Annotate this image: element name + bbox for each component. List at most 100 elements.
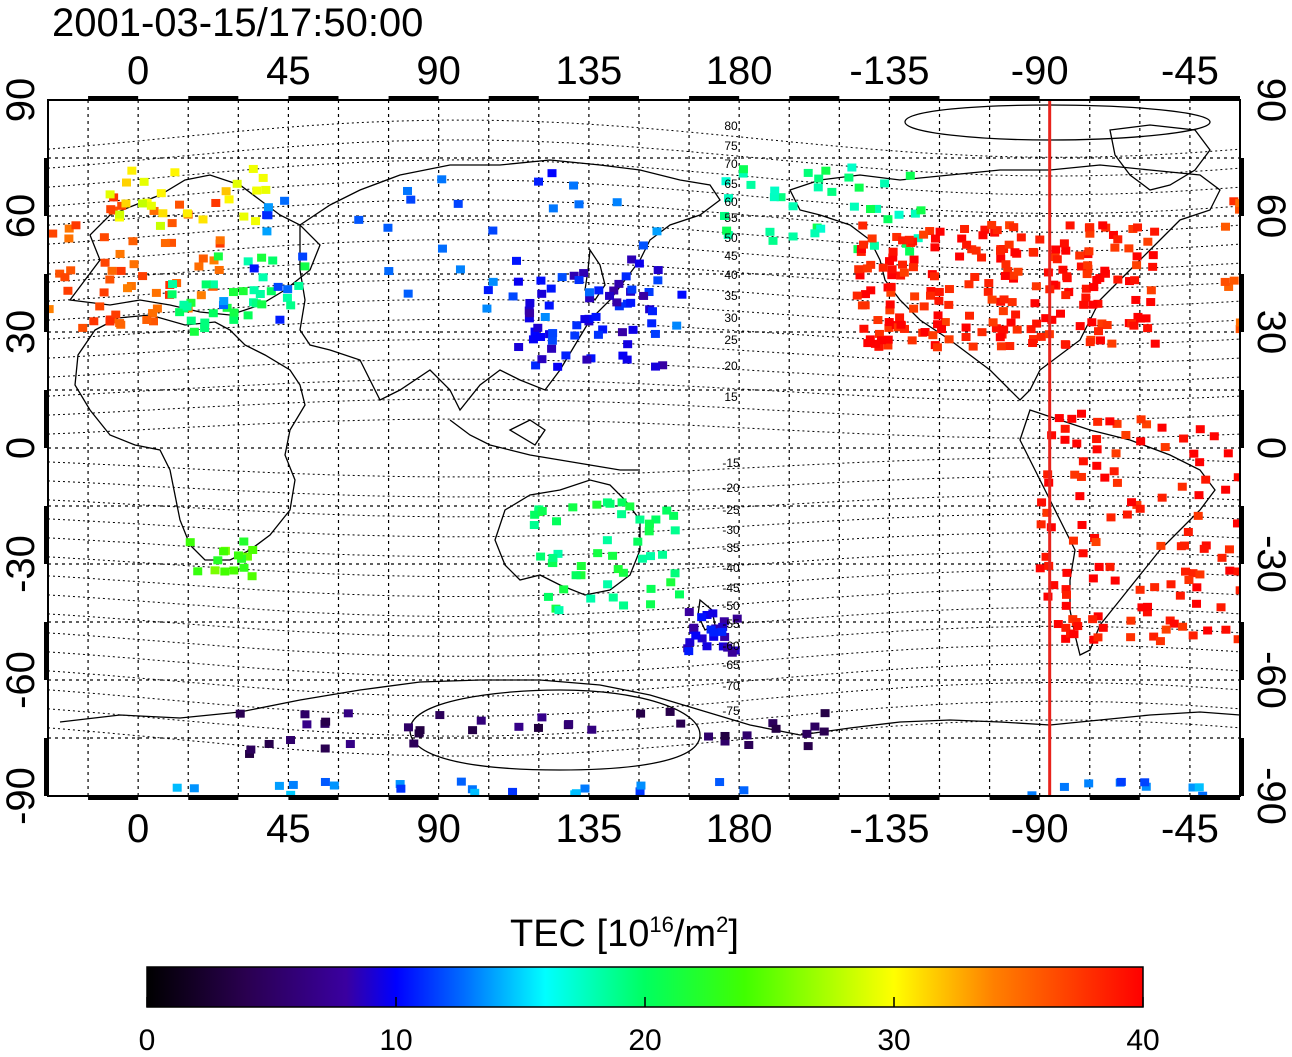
tec-patch — [155, 221, 165, 230]
tec-patch — [139, 177, 149, 186]
tec-patch — [1140, 778, 1150, 787]
tec-patch — [702, 610, 712, 619]
tec-patch — [1037, 498, 1047, 507]
tec-patch — [1093, 633, 1103, 642]
tec-patch — [1112, 419, 1122, 428]
tec-patch — [286, 790, 296, 796]
tec-patch — [1077, 520, 1087, 529]
tec-patch — [909, 304, 919, 313]
tec-patch — [995, 333, 1005, 342]
tec-patch — [719, 617, 729, 626]
tec-patch — [1047, 431, 1057, 440]
tec-patch — [547, 169, 557, 178]
tec-patch — [129, 260, 139, 269]
frame-bar — [689, 96, 740, 100]
tec-patch — [533, 723, 543, 732]
tec-patch — [198, 215, 208, 224]
frame-bar — [889, 796, 940, 800]
tec-patch — [1027, 791, 1037, 796]
tec-patch — [546, 284, 556, 293]
left-lat-tick-label: -90 — [0, 767, 43, 825]
tec-patch — [1122, 510, 1132, 519]
tec-patch — [194, 262, 204, 271]
tec-patch — [536, 332, 546, 341]
south-contour-label: -70 — [722, 679, 740, 693]
tec-patch — [288, 780, 298, 789]
tec-patch — [908, 263, 918, 272]
tec-patch — [803, 168, 813, 177]
frame-bar — [1189, 96, 1240, 100]
tec-patch — [867, 234, 877, 243]
tec-patch — [239, 537, 249, 546]
north-contour-label: 80 — [724, 119, 738, 133]
tec-patch — [547, 344, 557, 353]
tec-patch — [627, 255, 637, 264]
frame-bar — [588, 96, 639, 100]
tec-patch — [814, 174, 824, 183]
frame-bar — [889, 96, 940, 100]
tec-patch — [148, 317, 158, 326]
tec-patch — [697, 634, 707, 643]
tec-patch — [1146, 286, 1156, 295]
frame-bar — [44, 158, 48, 216]
tec-patch — [860, 301, 870, 310]
tec-patch — [238, 287, 248, 296]
tec-patch — [257, 253, 267, 262]
tec-patch — [243, 257, 253, 266]
right-lat-tick-label: -60 — [1249, 651, 1292, 709]
frame-bar — [1240, 622, 1244, 680]
tec-patch — [1235, 205, 1240, 214]
tec-patch — [543, 592, 553, 601]
tec-patch — [768, 236, 778, 245]
tec-patch — [720, 737, 730, 746]
magnetic-contour — [48, 259, 1240, 289]
magnetic-contour — [48, 279, 1240, 308]
tec-patch — [1233, 635, 1240, 644]
tec-patch — [854, 265, 864, 274]
map-plot-area — [48, 100, 1240, 796]
tec-patch — [167, 290, 177, 299]
tec-patch — [1188, 783, 1198, 792]
tec-patch — [999, 325, 1009, 334]
tec-patch — [435, 711, 445, 720]
tec-patch — [574, 200, 584, 209]
tec-patch — [670, 526, 680, 535]
tec-patch — [576, 562, 586, 571]
tec-patch — [646, 584, 656, 593]
frame-bar — [44, 622, 48, 680]
tec-patch — [116, 266, 126, 275]
top-longitude-ticks: 0 45 90 135 180 -135 -90 -45 — [127, 49, 1219, 93]
right-lat-tick-label: 30 — [1249, 310, 1292, 355]
tec-patch — [977, 328, 987, 337]
tec-patch — [854, 183, 864, 192]
tec-patch — [810, 722, 820, 731]
tec-patch — [248, 545, 258, 554]
tec-patch — [554, 606, 564, 615]
tec-patch — [887, 265, 897, 274]
tec-patch — [744, 740, 754, 749]
tec-patch — [1178, 622, 1188, 631]
tec-patch — [249, 264, 259, 273]
tec-patch — [127, 166, 137, 175]
tec-patch — [530, 510, 540, 519]
tec-patch — [262, 227, 272, 236]
south-contour-label: -35 — [722, 541, 740, 555]
colorbar-tick-label: 10 — [379, 1024, 412, 1057]
tec-patch — [280, 196, 290, 205]
tec-patch — [874, 329, 884, 338]
tec-patch — [1092, 461, 1102, 470]
tec-patch — [1035, 564, 1045, 573]
tec-patch — [1201, 475, 1211, 484]
tec-patch — [1192, 599, 1202, 608]
tec-patch — [208, 280, 218, 289]
left-lat-tick-label: 90 — [0, 78, 43, 123]
tec-patch — [634, 259, 644, 268]
tec-patch — [658, 550, 668, 559]
tec-patch — [148, 309, 158, 318]
tec-patch — [1166, 580, 1176, 589]
tec-patch — [639, 291, 649, 300]
tec-patch — [1060, 340, 1070, 349]
tec-patch — [247, 572, 257, 581]
tec-patch — [1131, 295, 1141, 304]
tec-patch — [1006, 318, 1016, 327]
